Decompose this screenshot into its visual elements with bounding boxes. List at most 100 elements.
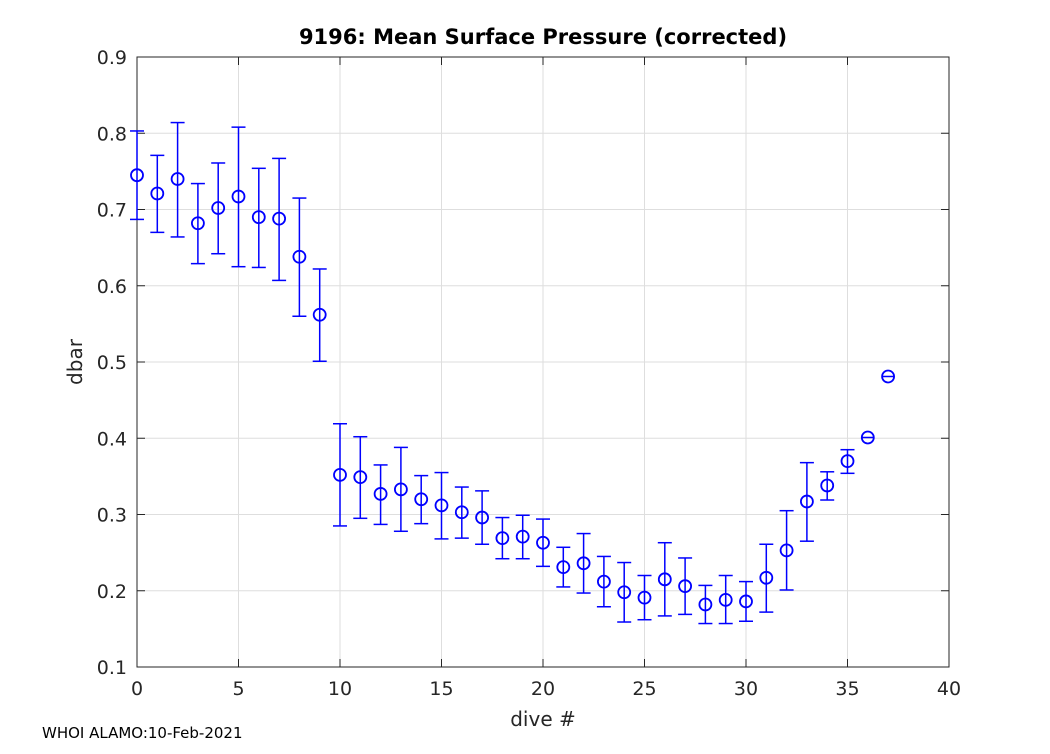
- grid: [137, 57, 949, 667]
- x-tick-label: 40: [937, 678, 961, 700]
- data-point: [637, 574, 652, 621]
- y-tick-label: 0.2: [97, 581, 127, 603]
- data-point: [678, 557, 693, 616]
- x-tick-label: 10: [328, 678, 352, 700]
- data-marker: [840, 454, 855, 469]
- data-point: [231, 126, 246, 268]
- data-marker: [353, 470, 368, 485]
- data-point: [617, 561, 632, 623]
- data-point: [190, 182, 205, 265]
- y-tick-label: 0.6: [97, 276, 127, 298]
- data-point: [698, 584, 713, 625]
- ticks: 0 5 10 15 20 25 30 35 40 0.1 0.2 0.3 0.4 0.5 0.6 0.7 0.8…: [97, 47, 961, 700]
- data-point: [130, 130, 144, 221]
- x-axis-label: dive #: [510, 707, 576, 731]
- data-marker: [373, 487, 388, 501]
- data-marker: [414, 492, 429, 507]
- data-marker: [678, 579, 692, 594]
- data-marker: [150, 186, 165, 201]
- data-marker: [881, 369, 895, 384]
- data-point: [799, 461, 814, 542]
- data-point: [333, 423, 347, 527]
- footer-credit: WHOI ALAMO:10-Feb-2021: [42, 724, 243, 742]
- data-marker: [860, 430, 875, 445]
- data-point: [272, 157, 287, 282]
- data-marker: [211, 201, 226, 215]
- x-tick-label: 15: [429, 678, 453, 700]
- data-point: [251, 167, 266, 269]
- data-point: [840, 448, 855, 475]
- data-marker: [637, 590, 652, 605]
- y-tick-label: 0.3: [97, 505, 127, 527]
- data-point: [211, 162, 226, 255]
- x-tick-label: 30: [734, 678, 758, 700]
- data-marker: [739, 594, 753, 609]
- data-marker: [312, 307, 327, 322]
- y-tick-label: 0.7: [97, 200, 127, 222]
- data-point: [475, 490, 490, 545]
- data-marker: [800, 494, 814, 509]
- x-tick-label: 20: [531, 678, 555, 700]
- data-point: [353, 435, 368, 520]
- data-point: [596, 555, 611, 608]
- data-point: [779, 509, 794, 591]
- y-tick-label: 0.1: [97, 657, 127, 679]
- data-point: [556, 546, 571, 588]
- y-tick-label: 0.5: [97, 352, 127, 374]
- data-point: [515, 514, 530, 560]
- data-marker: [434, 498, 449, 513]
- data-marker: [617, 585, 632, 600]
- data-point: [576, 532, 591, 594]
- y-tick-label: 0.9: [97, 47, 127, 69]
- data-marker: [231, 189, 246, 204]
- data-series: [130, 121, 895, 625]
- data-point: [881, 369, 895, 384]
- y-tick-label: 0.8: [97, 123, 127, 145]
- data-point: [536, 518, 550, 568]
- data-marker: [454, 505, 469, 520]
- data-marker: [759, 570, 774, 585]
- data-point: [393, 446, 408, 533]
- data-point: [312, 268, 327, 362]
- data-marker: [292, 249, 307, 264]
- data-marker: [698, 597, 713, 612]
- data-point: [739, 580, 753, 622]
- data-marker: [130, 168, 144, 183]
- data-point: [414, 474, 429, 525]
- data-marker: [657, 572, 672, 587]
- data-point: [820, 471, 835, 501]
- data-marker: [779, 543, 794, 558]
- data-marker: [475, 510, 490, 525]
- data-marker: [597, 574, 611, 589]
- y-axis-label: dbar: [63, 338, 87, 385]
- data-point: [860, 430, 875, 445]
- data-point: [292, 197, 307, 317]
- data-marker: [576, 556, 591, 571]
- y-tick-label: 0.4: [97, 428, 127, 450]
- data-point: [718, 574, 733, 625]
- chart-title: 9196: Mean Surface Pressure (corrected): [299, 25, 787, 49]
- data-point: [759, 543, 774, 613]
- data-marker: [170, 172, 185, 186]
- data-marker: [718, 593, 733, 607]
- data-marker: [536, 535, 550, 550]
- x-tick-label: 0: [131, 678, 143, 700]
- data-marker: [820, 478, 835, 493]
- data-point: [495, 516, 510, 560]
- data-marker: [190, 216, 205, 231]
- data-point: [150, 154, 165, 234]
- data-marker: [333, 467, 347, 482]
- data-marker: [515, 529, 530, 544]
- data-marker: [272, 211, 287, 226]
- data-marker: [251, 210, 266, 225]
- x-tick-label: 5: [232, 678, 244, 700]
- data-point: [170, 121, 185, 238]
- data-marker: [495, 531, 510, 546]
- data-point: [434, 471, 449, 540]
- x-tick-label: 25: [632, 678, 656, 700]
- data-point: [373, 464, 388, 526]
- data-marker: [556, 560, 571, 575]
- data-point: [454, 486, 469, 539]
- data-point: [657, 541, 672, 617]
